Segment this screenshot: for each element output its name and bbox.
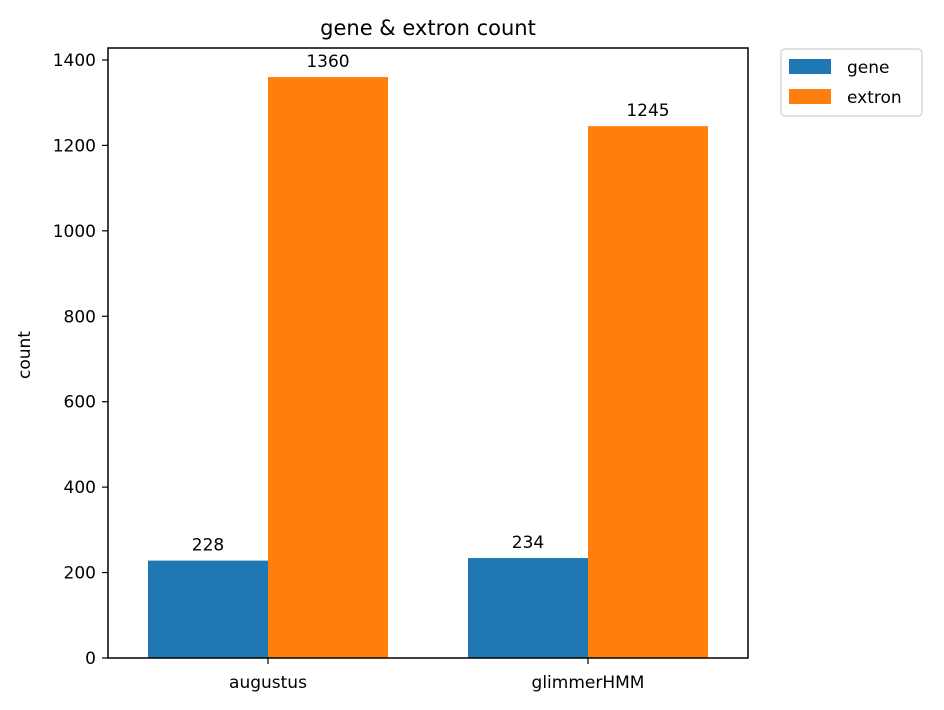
legend-swatch-extron bbox=[789, 89, 831, 104]
chart-title: gene & extron count bbox=[320, 16, 536, 40]
bar-gene-glimmerHMM bbox=[468, 558, 588, 658]
legend: gene extron bbox=[780, 48, 923, 117]
plot-area: 228 234 1360 1245 0 200 400 600 800 1000 1200 1400 a… bbox=[53, 47, 749, 693]
y-tick-label-1200: 1200 bbox=[53, 136, 96, 156]
axes-frame bbox=[107, 47, 749, 659]
y-tick-label-600: 600 bbox=[64, 393, 96, 413]
y-tick-label-1400: 1400 bbox=[53, 51, 96, 71]
y-tick-label-400: 400 bbox=[64, 478, 96, 498]
x-tick-label-glimmerHMM: glimmerHMM bbox=[532, 673, 645, 693]
data-label-extron-glimmerHMM: 1245 bbox=[626, 101, 669, 121]
x-tick-label-augustus: augustus bbox=[229, 673, 307, 693]
data-label-gene-glimmerHMM: 234 bbox=[512, 533, 544, 553]
data-label-gene-augustus: 228 bbox=[192, 536, 224, 556]
y-tick-label-0: 0 bbox=[85, 649, 96, 669]
bar-gene-augustus bbox=[148, 560, 268, 658]
bar-extron-glimmerHMM bbox=[588, 126, 708, 659]
y-tick-label-200: 200 bbox=[64, 564, 96, 584]
y-axis-label: count bbox=[15, 331, 35, 379]
y-tick-label-800: 800 bbox=[64, 307, 96, 327]
bar-extron-augustus bbox=[268, 77, 388, 659]
legend-swatch-gene bbox=[789, 59, 831, 74]
legend-label-extron: extron bbox=[847, 88, 902, 108]
data-label-extron-augustus: 1360 bbox=[306, 52, 349, 72]
y-tick-label-1000: 1000 bbox=[53, 222, 96, 242]
legend-label-gene: gene bbox=[847, 58, 889, 78]
